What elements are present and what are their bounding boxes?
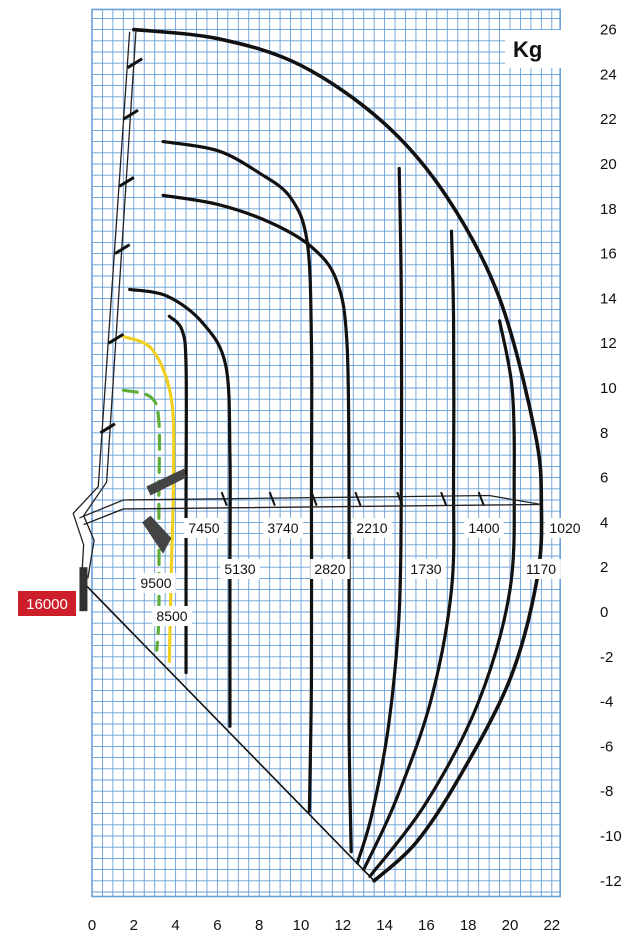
hook-clamp-upper <box>146 468 187 496</box>
unit-label-box <box>505 30 565 68</box>
boom-arm-horizontal <box>79 494 542 526</box>
x-tick-label: 18 <box>460 917 477 934</box>
boom-joint-marker <box>477 491 485 506</box>
grid <box>91 8 561 898</box>
boom-joint-marker <box>440 491 448 506</box>
x-tick-label: 2 <box>130 917 138 934</box>
x-tick-label: 20 <box>502 917 519 934</box>
capacity-curve-1020 <box>132 27 544 883</box>
y-tick-label: -8 <box>600 783 613 800</box>
y-tick-label: 2 <box>600 559 608 576</box>
y-tick-label: -2 <box>600 649 613 666</box>
x-tick-label: 16 <box>418 917 435 934</box>
base-capacity-badge <box>18 591 76 616</box>
boom-joint-marker <box>268 491 276 506</box>
capacity-curve-3740 <box>128 287 232 728</box>
x-tick-label: 0 <box>88 917 96 934</box>
capacity-label-top-bg <box>545 518 585 538</box>
capacity-curve-1400 <box>362 229 456 872</box>
y-tick-label: 6 <box>600 470 608 487</box>
x-tick-label: 22 <box>543 917 560 934</box>
capacity-label-bottom-bg <box>310 559 350 579</box>
crane-boom-illustration <box>72 31 542 612</box>
capacity-label-top: 2210 <box>356 520 387 536</box>
hook-clamp-lower <box>142 515 172 554</box>
base-capacity-label: 16000 <box>26 596 68 613</box>
y-tick-label: 18 <box>600 201 617 218</box>
capacity-label-side: 8500 <box>156 608 187 624</box>
unit-label: Kg <box>513 37 542 62</box>
y-tick-label: 26 <box>600 22 617 39</box>
capacity-curve-1170 <box>368 319 516 878</box>
x-axis-ticks: 0 2 4 6 8 10 12 14 16 18 20 22 <box>88 917 560 934</box>
y-tick-label: 22 <box>600 111 617 128</box>
capacity-label-top-bg <box>352 518 392 538</box>
y-tick-label: 14 <box>600 290 617 307</box>
capacity-label-top-bg <box>464 518 504 538</box>
boom-joint-marker <box>114 243 131 255</box>
capacity-label-bottom-bg <box>220 559 260 579</box>
capacity-label-side-bg <box>136 573 176 593</box>
lower-boundary-line <box>85 584 375 882</box>
y-tick-label: -10 <box>600 828 622 845</box>
capacity-label-side: 9500 <box>140 575 171 591</box>
boom-joint-marker <box>396 491 404 506</box>
capacity-label-top: 1020 <box>549 520 580 536</box>
y-tick-label: 0 <box>600 604 608 621</box>
y-tick-label: 20 <box>600 156 617 173</box>
y-tick-label: -6 <box>600 738 613 755</box>
boom-joint-marker <box>354 491 362 506</box>
plot-frame <box>91 8 561 898</box>
x-tick-label: 4 <box>171 917 179 934</box>
capacity-curve-7450 <box>167 314 188 675</box>
boom-joint-marker <box>118 176 135 188</box>
boom-joint-marker <box>99 422 116 435</box>
crane-column <box>79 567 88 612</box>
capacity-labels: 7450 3740 2210 1400 1020 5130 2820 1730 1170 9500… <box>136 518 585 626</box>
y-tick-label: -4 <box>600 694 613 711</box>
x-tick-label: 6 <box>213 917 221 934</box>
boom-joint-marker <box>310 491 318 506</box>
capacity-label-bottom: 2820 <box>314 561 345 577</box>
capacity-curve-2210 <box>161 193 353 854</box>
boom-joint-marker <box>126 57 143 69</box>
capacity-label-side-bg <box>152 606 192 626</box>
capacity-label-bottom: 5130 <box>224 561 255 577</box>
capacity-label-top: 1400 <box>468 520 499 536</box>
x-tick-label: 8 <box>255 917 263 934</box>
y-tick-label: 16 <box>600 246 617 263</box>
capacity-label-bottom-bg <box>406 559 446 579</box>
capacity-curves <box>121 27 544 883</box>
y-tick-label: 10 <box>600 380 617 397</box>
capacity-label-bottom-bg <box>521 559 561 579</box>
boom-joint-marker <box>220 491 228 506</box>
y-tick-label: 12 <box>600 335 617 352</box>
y-tick-label: 8 <box>600 425 608 442</box>
capacity-label-top-bg <box>184 518 224 538</box>
x-tick-label: 12 <box>334 917 351 934</box>
y-tick-label: 24 <box>600 66 617 83</box>
boom-joint-marker <box>107 332 125 345</box>
x-tick-label: 14 <box>376 917 393 934</box>
y-tick-label: -12 <box>600 873 622 890</box>
capacity-curve-1730 <box>355 166 404 865</box>
capacity-label-top: 7450 <box>188 520 219 536</box>
capacity-label-top-bg <box>263 518 303 538</box>
boom-arm-upper <box>72 31 131 581</box>
y-tick-label: 4 <box>600 514 608 531</box>
capacity-curve-2820 <box>161 140 314 813</box>
capacity-label-top: 3740 <box>267 520 298 536</box>
capacity-label-bottom: 1730 <box>410 561 441 577</box>
x-tick-label: 10 <box>293 917 310 934</box>
working-envelope <box>85 584 375 882</box>
boom-joint-marker <box>122 108 139 121</box>
capacity-label-bottom: 1170 <box>526 561 556 577</box>
